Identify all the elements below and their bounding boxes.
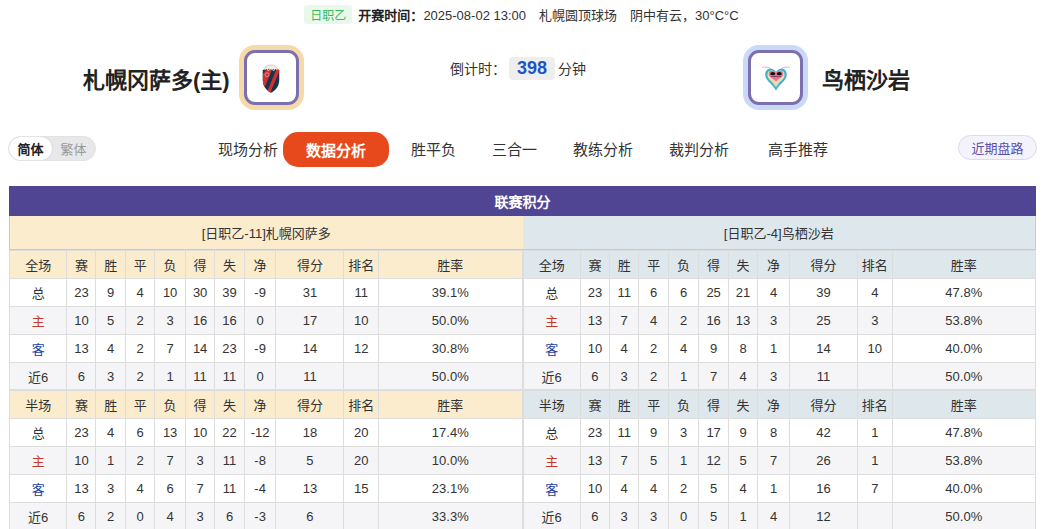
svg-text:Sagateso: Sagateso [770,75,781,77]
